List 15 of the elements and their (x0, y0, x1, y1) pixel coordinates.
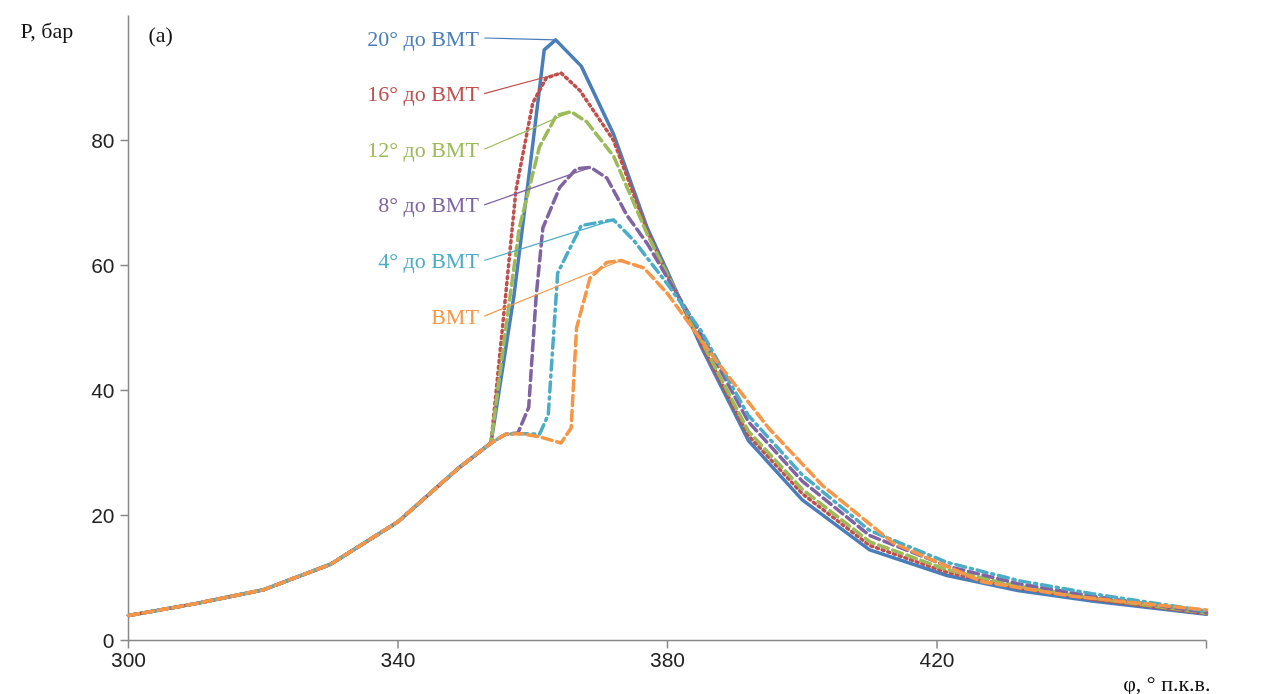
x-tick-label: 380 (649, 647, 686, 671)
y-axis-title: P, бар (20, 17, 74, 43)
text: 8° до BMT (378, 192, 480, 218)
text: 12° до BMT (367, 136, 480, 162)
y-tick-label: 20 (91, 503, 115, 527)
legend-label: 20° до BMT (367, 25, 480, 51)
annotation: (a) (148, 21, 173, 47)
text: 4° до BMT (378, 248, 480, 273)
text: BMT (431, 303, 480, 329)
legend-label: 16° до BMT (367, 81, 480, 107)
y-tick-label: 80 (91, 128, 115, 152)
y-tick-label: 40 (91, 378, 115, 402)
x-tick-label: 340 (380, 647, 416, 671)
y-tick-label: 60 (91, 253, 115, 277)
x-tick-label: 420 (919, 647, 955, 671)
